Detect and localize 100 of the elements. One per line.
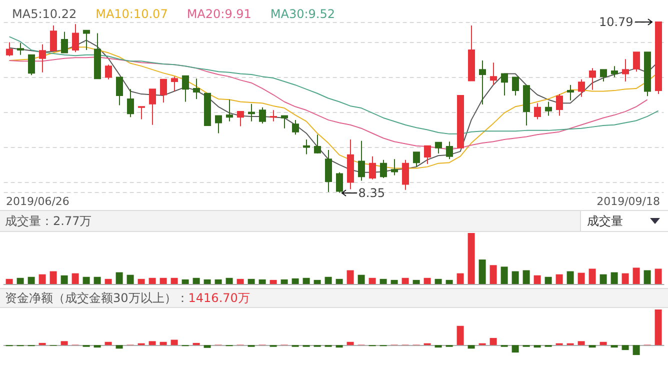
bar (6, 278, 13, 284)
candlestick (402, 159, 409, 190)
candlestick (578, 78, 585, 98)
bar (248, 278, 255, 284)
bar (390, 280, 398, 284)
candlestick (589, 68, 596, 90)
candlestick (6, 42, 13, 57)
candlestick (391, 158, 398, 176)
chart-subtitle: 1416.70万 (188, 291, 250, 305)
bar (490, 338, 497, 346)
bar (566, 271, 574, 284)
candlestick (215, 115, 222, 134)
bar (170, 278, 178, 284)
candlestick (556, 94, 563, 116)
bar (160, 342, 167, 346)
text: MA10:10.07 (96, 7, 168, 21)
bar (402, 278, 409, 284)
bar (258, 279, 266, 284)
text: 2019/09/18 (596, 195, 660, 209)
bar (302, 278, 310, 284)
candlestick (105, 64, 112, 80)
candlestick (259, 106, 266, 124)
bar (512, 345, 519, 353)
candlestick (457, 94, 464, 148)
candlestick (303, 139, 310, 155)
bar (60, 341, 68, 346)
bar (534, 345, 541, 348)
bar (28, 276, 35, 284)
candlestick (545, 101, 552, 116)
bar (192, 278, 200, 284)
series-label: MA5:10.22 (12, 7, 77, 21)
candlestick (413, 152, 420, 168)
bar (336, 345, 343, 348)
bar (654, 310, 662, 346)
candlestick (446, 141, 453, 160)
bar (368, 278, 376, 284)
candlestick (17, 42, 24, 56)
bar (588, 268, 596, 284)
bar (116, 272, 123, 284)
text: 成交量 (587, 214, 623, 228)
bar (600, 274, 607, 284)
bar (622, 345, 629, 350)
bar (588, 345, 596, 348)
bar (456, 326, 464, 346)
bar (38, 342, 46, 346)
candlestick (567, 84, 574, 101)
bar (94, 345, 101, 348)
bar (622, 273, 629, 284)
candlestick (50, 25, 57, 52)
annotation: 10.79 (598, 15, 634, 29)
candlestick (369, 156, 376, 180)
bar (38, 274, 46, 284)
candlestick (490, 62, 497, 86)
bar (610, 345, 618, 348)
candlestick (380, 159, 387, 179)
candlestick (171, 76, 178, 92)
bar (214, 279, 222, 284)
candlestick (523, 85, 530, 126)
text: MA30:9.52 (270, 7, 336, 21)
candlestick (314, 134, 321, 154)
bar (148, 278, 156, 284)
candlestick (149, 88, 156, 126)
bar (148, 341, 156, 346)
candlestick (534, 102, 541, 120)
bar (632, 345, 640, 356)
bar (456, 273, 464, 284)
bar (82, 276, 90, 284)
candlestick (644, 52, 651, 97)
bar (358, 274, 365, 284)
bar (610, 272, 618, 284)
bar (50, 271, 57, 284)
candlestick (28, 54, 35, 76)
bar (280, 279, 288, 284)
candlestick (83, 30, 90, 50)
bar (170, 340, 178, 346)
bar (512, 271, 519, 284)
candlestick (193, 78, 200, 100)
bar (72, 273, 79, 284)
bar (544, 276, 552, 284)
bar (94, 276, 101, 284)
bar (292, 278, 299, 284)
bar (104, 342, 112, 346)
bar (632, 268, 640, 284)
candlestick (182, 75, 189, 102)
candlestick (611, 66, 618, 78)
text: MA20:9.91 (186, 7, 252, 21)
candlestick (237, 111, 244, 127)
candlestick (248, 103, 255, 122)
bar (600, 342, 607, 346)
bar (468, 345, 475, 349)
bar (424, 278, 431, 284)
candlestick (325, 150, 332, 192)
bar (138, 278, 145, 284)
candlestick (116, 76, 123, 106)
candlestick (281, 115, 288, 129)
bar (336, 278, 343, 284)
candlestick (468, 25, 475, 82)
bar (204, 279, 211, 284)
bar (204, 345, 211, 348)
candlestick (435, 142, 442, 154)
